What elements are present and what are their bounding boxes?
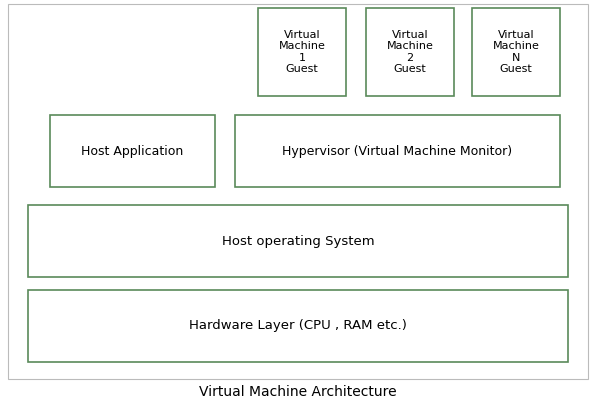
Bar (472, 8, 560, 96)
Text: Hypervisor (Virtual Machine Monitor): Hypervisor (Virtual Machine Monitor) (283, 145, 513, 158)
Text: Host Application: Host Application (82, 145, 184, 158)
Text: Virtual Machine Architecture: Virtual Machine Architecture (199, 385, 397, 399)
Text: Hardware Layer (CPU , RAM etc.): Hardware Layer (CPU , RAM etc.) (189, 320, 407, 332)
Text: Virtual
Machine
N
Guest: Virtual Machine N Guest (492, 29, 539, 75)
Text: Host operating System: Host operating System (222, 235, 374, 247)
Bar (28, 205, 568, 277)
Text: Virtual
Machine
2
Guest: Virtual Machine 2 Guest (387, 29, 433, 75)
Text: Virtual
Machine
1
Guest: Virtual Machine 1 Guest (278, 29, 325, 75)
Bar (235, 115, 560, 187)
Bar (366, 8, 454, 96)
Bar (50, 115, 215, 187)
Bar (28, 290, 568, 362)
Bar (258, 8, 346, 96)
